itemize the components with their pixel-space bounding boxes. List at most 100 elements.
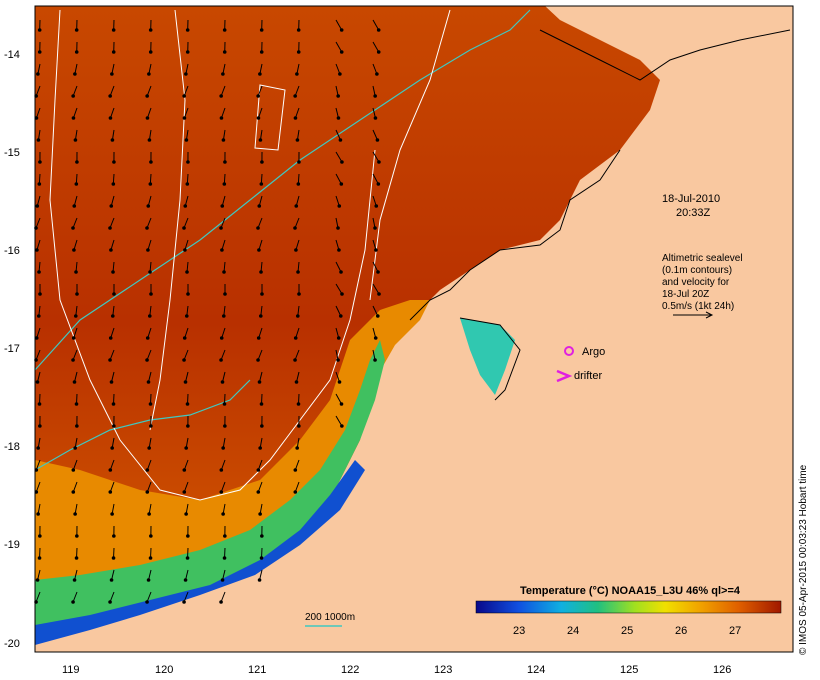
velocity-arrow	[372, 173, 379, 185]
velocity-arrow-head	[260, 160, 264, 164]
altimetry-line: Altimetric sealevel	[662, 253, 743, 264]
velocity-arrow-head	[36, 72, 40, 76]
velocity-arrow	[335, 151, 343, 163]
velocity-arrow	[335, 41, 343, 53]
depth-legend-label: 200 1000m	[305, 612, 355, 623]
velocity-arrow-head	[222, 28, 227, 32]
velocity-arrow	[372, 305, 379, 317]
velocity-arrow-head	[221, 72, 225, 76]
altimetry-line: (0.1m contours)	[662, 265, 732, 276]
velocity-arrow-head	[146, 248, 150, 252]
velocity-arrow-head	[258, 72, 262, 76]
velocity-arrow-head	[185, 556, 190, 560]
velocity-arrow-head	[183, 248, 187, 252]
velocity-arrow-head	[145, 600, 149, 604]
velocity-arrow-head	[294, 248, 298, 252]
velocity-arrow-head	[375, 138, 380, 142]
velocity-arrow-head	[337, 204, 342, 208]
velocity-arrow-head	[336, 226, 340, 230]
velocity-arrow-head	[339, 50, 344, 54]
velocity-arrow-head	[377, 160, 381, 164]
velocity-arrow-head	[336, 336, 341, 340]
lat-axis: -14 -15 -16 -17 -18 -19 -20	[4, 49, 20, 650]
velocity-arrow	[335, 393, 342, 405]
velocity-arrow-head	[373, 94, 377, 98]
velocity-arrow-head	[186, 292, 190, 296]
velocity-arrow-head	[296, 182, 301, 186]
velocity-arrow-head	[376, 182, 381, 186]
velocity-arrow-head	[375, 314, 380, 318]
velocity-arrow-head	[296, 402, 301, 406]
argo-label: Argo	[582, 346, 605, 358]
velocity-arrow-head	[336, 94, 340, 98]
velocity-arrow-head	[35, 578, 40, 582]
velocity-arrow-head	[148, 28, 153, 32]
velocity-arrow-head	[259, 556, 264, 560]
velocity-arrow-head	[219, 226, 223, 230]
velocity-arrow-head	[339, 28, 344, 32]
velocity-arrow-head	[112, 424, 116, 428]
velocity-arrow-head	[221, 512, 225, 516]
lon-label: 122	[341, 664, 359, 676]
velocity-arrow-head	[376, 50, 381, 54]
velocity-arrow-head	[338, 314, 343, 318]
velocity-arrow-head	[222, 270, 226, 274]
velocity-arrow-head	[147, 314, 152, 318]
velocity-arrow-head	[38, 292, 42, 296]
velocity-arrow-head	[293, 226, 297, 230]
velocity-arrow-head	[258, 314, 263, 318]
velocity-arrow-head	[219, 116, 224, 120]
velocity-arrow-head	[375, 72, 379, 76]
velocity-arrow-head	[74, 50, 79, 54]
timestamp-date: 18-Jul-2010	[662, 193, 720, 205]
map-area	[34, 6, 793, 652]
velocity-arrow-head	[373, 226, 377, 230]
sst-coastal-mid	[35, 300, 430, 640]
velocity-arrow-head	[108, 468, 113, 472]
velocity-arrow-head	[219, 490, 224, 494]
velocity-arrow-head	[185, 182, 190, 186]
velocity-arrow-head	[149, 292, 153, 296]
velocity-arrow-head	[72, 578, 77, 582]
velocity-arrow-head	[145, 116, 150, 120]
velocity-arrow-head	[338, 72, 342, 76]
velocity-arrow-head	[36, 314, 41, 318]
velocity-arrow-head	[296, 270, 300, 274]
velocity-arrow-head	[148, 182, 153, 186]
velocity-arrow-head	[183, 578, 188, 582]
velocity-arrow-head	[182, 226, 186, 230]
velocity-arrow-head	[149, 534, 153, 538]
velocity-arrow-head	[146, 380, 151, 384]
velocity-arrow-head	[185, 402, 190, 406]
map-border	[34, 5, 794, 653]
velocity-arrow-head	[184, 314, 189, 318]
velocity-arrow-head	[74, 270, 78, 274]
velocity-arrow-head	[376, 270, 380, 274]
velocity-arrow-head	[75, 534, 79, 538]
velocity-arrow-head	[75, 160, 79, 164]
velocity-arrow-head	[37, 28, 42, 32]
velocity-arrow-head	[222, 556, 227, 560]
velocity-arrow-head	[185, 50, 190, 54]
velocity-arrow-head	[72, 248, 76, 252]
lon-label: 120	[155, 664, 173, 676]
velocity-arrow-head	[183, 204, 188, 208]
velocity-arrow-head	[145, 336, 150, 340]
velocity-arrow-head	[73, 314, 78, 318]
velocity-arrow-head	[111, 28, 116, 32]
velocity-arrow-head	[108, 226, 112, 230]
velocity-arrow-head	[221, 138, 226, 142]
altimetry-note: Altimetric sealevel (0.1m contours) and …	[662, 253, 743, 319]
velocity-arrow-head	[258, 512, 262, 516]
coastline	[409, 29, 791, 401]
velocity-arrow-head	[145, 468, 150, 472]
velocity-arrow	[372, 261, 379, 273]
velocity-arrow-head	[149, 160, 153, 164]
velocity-arrow-head	[74, 182, 79, 186]
colorbar-tick: 24	[567, 625, 579, 637]
velocity-arrow-head	[112, 534, 116, 538]
velocity-arrow-head	[111, 270, 115, 274]
velocity-arrow-head	[182, 336, 187, 340]
colorbar-tick: 27	[729, 625, 741, 637]
